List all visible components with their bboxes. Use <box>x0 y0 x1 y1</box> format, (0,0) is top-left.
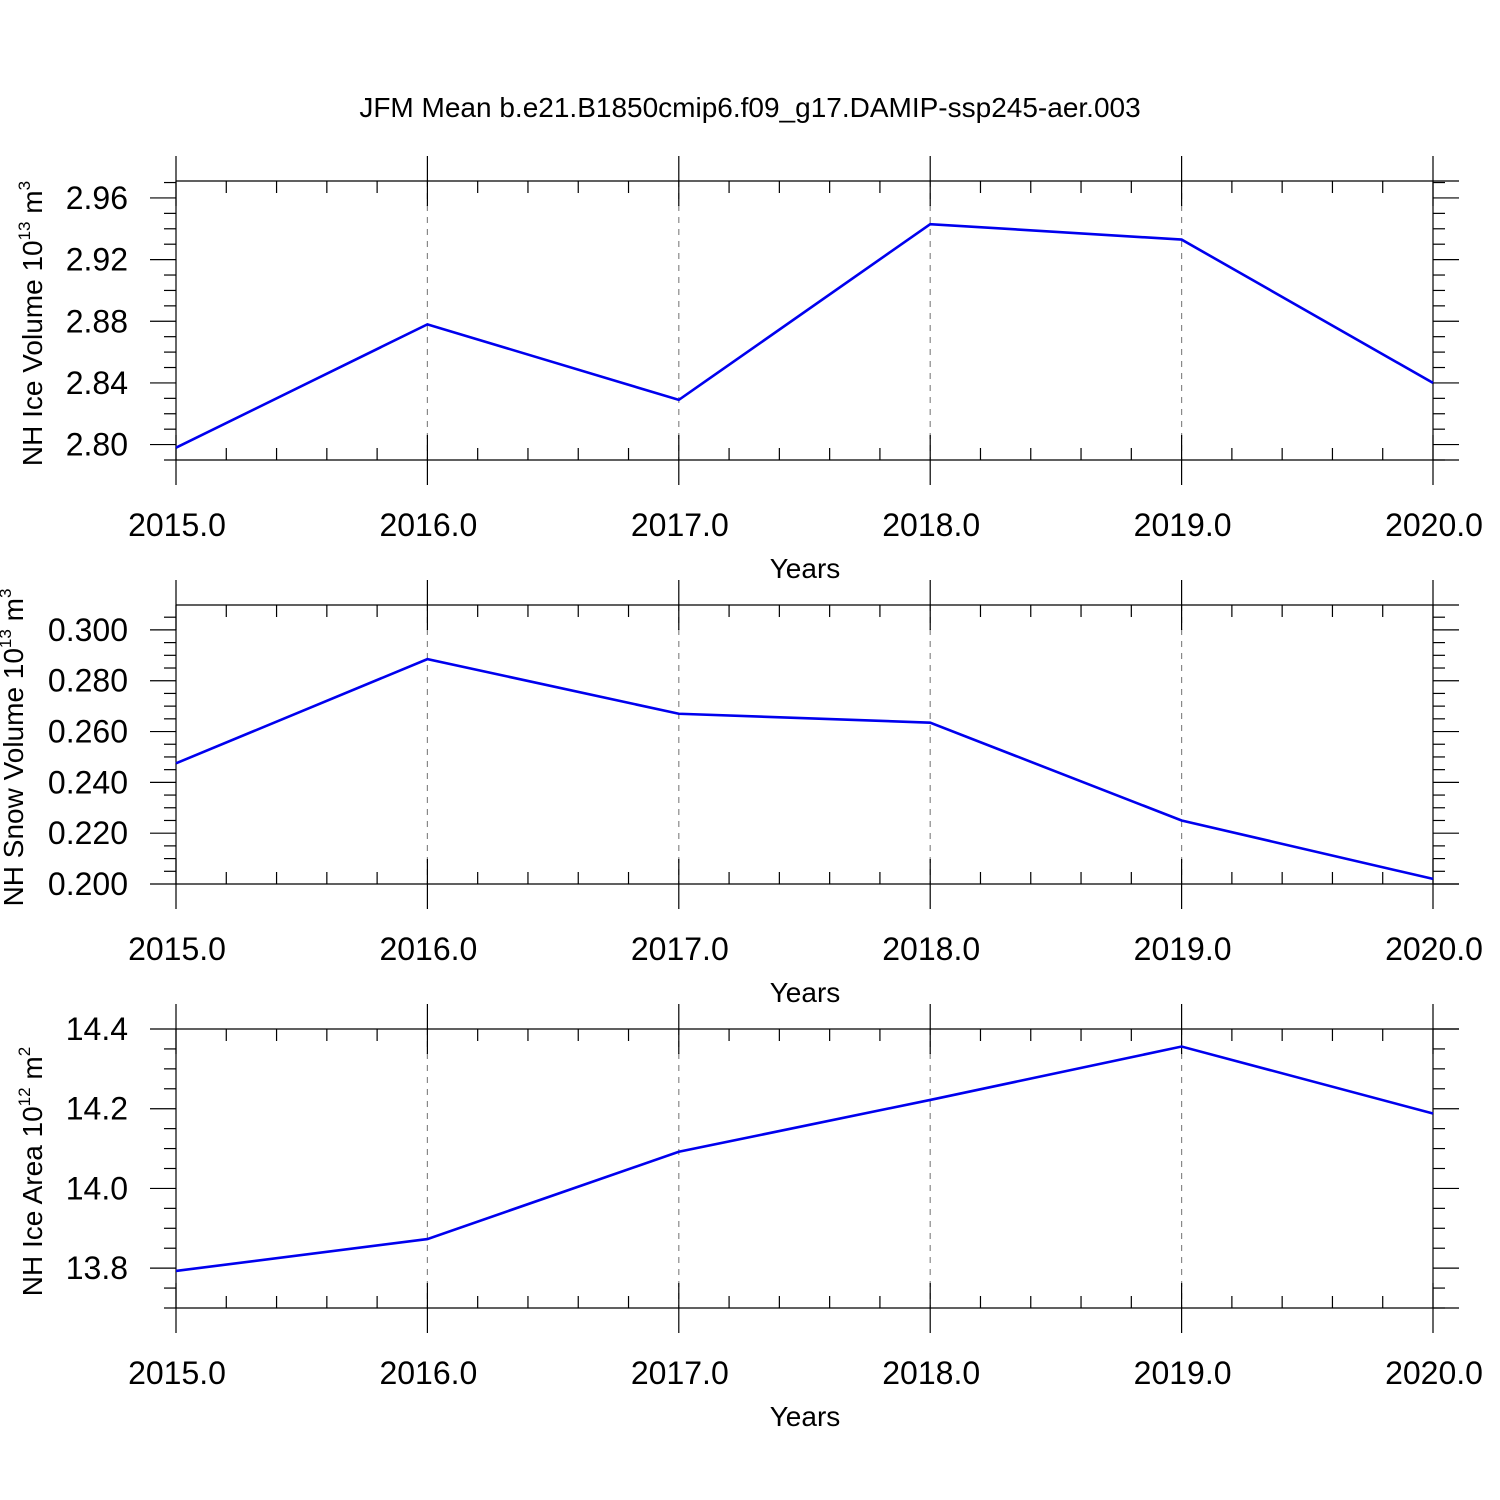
x-axis-label: Years <box>770 1401 841 1432</box>
x-tick-label: 2017.0 <box>631 1355 729 1391</box>
x-tick-label: 2015.0 <box>128 1355 226 1391</box>
y-tick-label: 2.92 <box>66 242 128 278</box>
y-tick-label: 0.280 <box>48 663 128 699</box>
y-tick-label: 0.260 <box>48 714 128 750</box>
y-axis-label-exponent: 12 <box>15 1087 34 1106</box>
x-tick-label: 2016.0 <box>379 507 477 543</box>
x-tick-label: 2019.0 <box>1134 1355 1232 1391</box>
x-tick-label: 2018.0 <box>882 507 980 543</box>
y-tick-label: 0.200 <box>48 866 128 902</box>
y-tick-label: 2.96 <box>66 180 128 216</box>
y-tick-label: 0.300 <box>48 612 128 648</box>
y-axis-label-unit-exponent: 3 <box>15 181 34 190</box>
series-line <box>175 222 1434 449</box>
x-tick-label: 2015.0 <box>128 931 226 967</box>
x-tick-label: 2020.0 <box>1385 931 1483 967</box>
x-tick-label: 2015.0 <box>128 507 226 543</box>
panel-2: 2015.0 2016.0 2017.0 2018.0 2019.0 2020.0 0.20… <box>0 580 1483 1008</box>
y-tick-label: 2.84 <box>66 365 128 401</box>
y-axis-label-exponent: 13 <box>0 629 15 648</box>
x-tick-label: 2018.0 <box>882 1355 980 1391</box>
x-tick-label: 2020.0 <box>1385 507 1483 543</box>
y-axis-label: NH Snow Volume 1013 m3 <box>0 589 29 907</box>
y-axis-label-unit-exponent: 2 <box>15 1047 34 1056</box>
x-tick-label: 2019.0 <box>1134 507 1232 543</box>
y-axis-label-unit: m <box>17 1056 48 1087</box>
x-tick-label: 2020.0 <box>1385 1355 1483 1391</box>
x-tick-label: 2016.0 <box>379 931 477 967</box>
figure-title: JFM Mean b.e21.B1850cmip6.f09_g17.DAMIP-… <box>359 92 1140 123</box>
y-tick-label: 14.2 <box>66 1091 128 1127</box>
y-axis-label-unit: m <box>0 598 29 629</box>
y-tick-label: 13.8 <box>66 1250 128 1286</box>
y-axis-label-text: NH Ice Volume 10 <box>17 240 48 466</box>
panel-1: 2015.0 2016.0 2017.0 2018.0 2019.0 2020.0 2.80… <box>15 156 1483 584</box>
y-tick-label: 0.240 <box>48 764 128 800</box>
x-tick-label: 2018.0 <box>882 931 980 967</box>
x-tick-label: 2017.0 <box>631 507 729 543</box>
series-line <box>175 1045 1434 1273</box>
y-tick-label: 14.4 <box>66 1011 128 1047</box>
y-tick-label: 2.88 <box>66 303 128 339</box>
series-line <box>175 657 1434 881</box>
y-axis-label-text: NH Snow Volume 10 <box>0 648 29 906</box>
y-tick-label: 2.80 <box>66 427 128 463</box>
y-axis-label-unit-exponent: 3 <box>0 589 15 598</box>
y-axis-label-unit: m <box>17 190 48 221</box>
x-axis-label: Years <box>770 553 841 584</box>
y-axis-label: NH Ice Area 1012 m2 <box>15 1047 48 1296</box>
y-axis-label-text: NH Ice Area 10 <box>17 1106 48 1296</box>
x-tick-label: 2019.0 <box>1134 931 1232 967</box>
y-axis-label-exponent: 13 <box>15 221 34 240</box>
y-tick-label: 0.220 <box>48 815 128 851</box>
panel-3: 2015.0 2016.0 2017.0 2018.0 2019.0 2020.0 13.8… <box>15 1004 1483 1432</box>
x-axis-label: Years <box>770 977 841 1008</box>
x-tick-label: 2017.0 <box>631 931 729 967</box>
y-axis-label: NH Ice Volume 1013 m3 <box>15 181 48 466</box>
x-tick-label: 2016.0 <box>379 1355 477 1391</box>
y-tick-label: 14.0 <box>66 1170 128 1206</box>
